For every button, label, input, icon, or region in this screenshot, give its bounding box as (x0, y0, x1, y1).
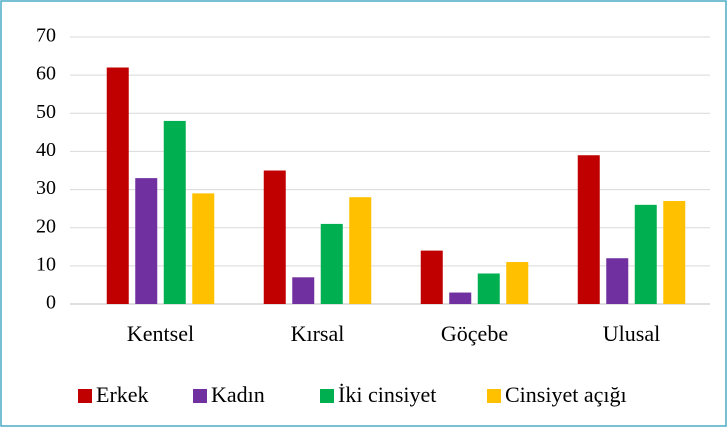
y-tick-label: 20 (36, 215, 56, 237)
legend-label: Erkek (96, 382, 149, 407)
bar (477, 273, 500, 304)
legend-swatch (487, 389, 501, 403)
bar (106, 67, 129, 304)
bar (292, 277, 315, 304)
y-tick-label: 30 (36, 177, 56, 199)
y-tick-label: 40 (36, 139, 56, 161)
y-tick-label: 50 (36, 101, 56, 123)
legend-swatch (193, 389, 207, 403)
y-tick-label: 60 (36, 63, 56, 85)
bar (577, 155, 600, 304)
x-tick-label: Göçebe (441, 321, 508, 346)
y-tick-label: 70 (36, 25, 56, 47)
x-tick-label: Kentsel (127, 321, 194, 346)
y-tick-label: 10 (36, 253, 56, 275)
legend-label: Kadın (211, 382, 265, 407)
bar (449, 292, 472, 304)
bar (349, 197, 372, 304)
legend-label: Cinsiyet açığı (505, 382, 627, 407)
x-tick-label: Kırsal (291, 321, 345, 346)
bar (263, 170, 286, 304)
bar (506, 262, 529, 304)
y-tick-label: 0 (46, 292, 56, 314)
bar (606, 258, 629, 304)
bar (663, 201, 686, 304)
legend-swatch (320, 389, 334, 403)
bar (420, 250, 443, 304)
legend-swatch (78, 389, 92, 403)
bar (320, 223, 343, 304)
bar (135, 178, 158, 304)
bar (634, 204, 657, 304)
x-tick-label: Ulusal (603, 321, 660, 346)
bar (163, 120, 186, 305)
legend-label: İki cinsiyet (338, 382, 436, 407)
bar (192, 193, 215, 304)
